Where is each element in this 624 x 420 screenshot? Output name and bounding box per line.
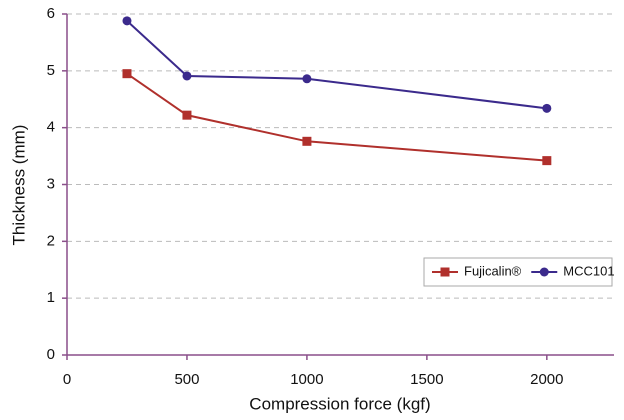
data-point bbox=[542, 103, 552, 113]
data-point bbox=[302, 136, 312, 146]
y-tick-label: 0 bbox=[47, 346, 55, 363]
x-tick-label: 1500 bbox=[410, 371, 443, 388]
legend-label: Fujicalin® bbox=[464, 263, 522, 278]
y-tick-label: 4 bbox=[47, 119, 55, 136]
y-axis-label: Thickness (mm) bbox=[9, 125, 28, 246]
x-tick-label: 2000 bbox=[530, 371, 563, 388]
data-point bbox=[302, 74, 312, 84]
y-tick-label: 3 bbox=[47, 175, 55, 192]
data-point bbox=[122, 16, 132, 26]
data-point bbox=[542, 156, 552, 166]
x-tick-label: 500 bbox=[174, 371, 199, 388]
legend-label: MCC101 bbox=[563, 263, 614, 278]
y-tick-label: 5 bbox=[47, 62, 55, 79]
data-point bbox=[122, 69, 132, 79]
data-point bbox=[182, 71, 192, 81]
y-tick-label: 1 bbox=[47, 289, 55, 306]
x-axis-label: Compression force (kgf) bbox=[249, 394, 430, 413]
legend-marker bbox=[440, 267, 450, 277]
y-tick-label: 2 bbox=[47, 232, 55, 249]
x-tick-label: 0 bbox=[63, 371, 71, 388]
data-point bbox=[182, 110, 192, 120]
y-tick-label: 6 bbox=[47, 5, 55, 22]
series-line bbox=[126, 20, 547, 110]
x-tick-label: 1000 bbox=[290, 371, 323, 388]
series-line bbox=[126, 72, 547, 162]
legend-marker bbox=[539, 267, 549, 277]
